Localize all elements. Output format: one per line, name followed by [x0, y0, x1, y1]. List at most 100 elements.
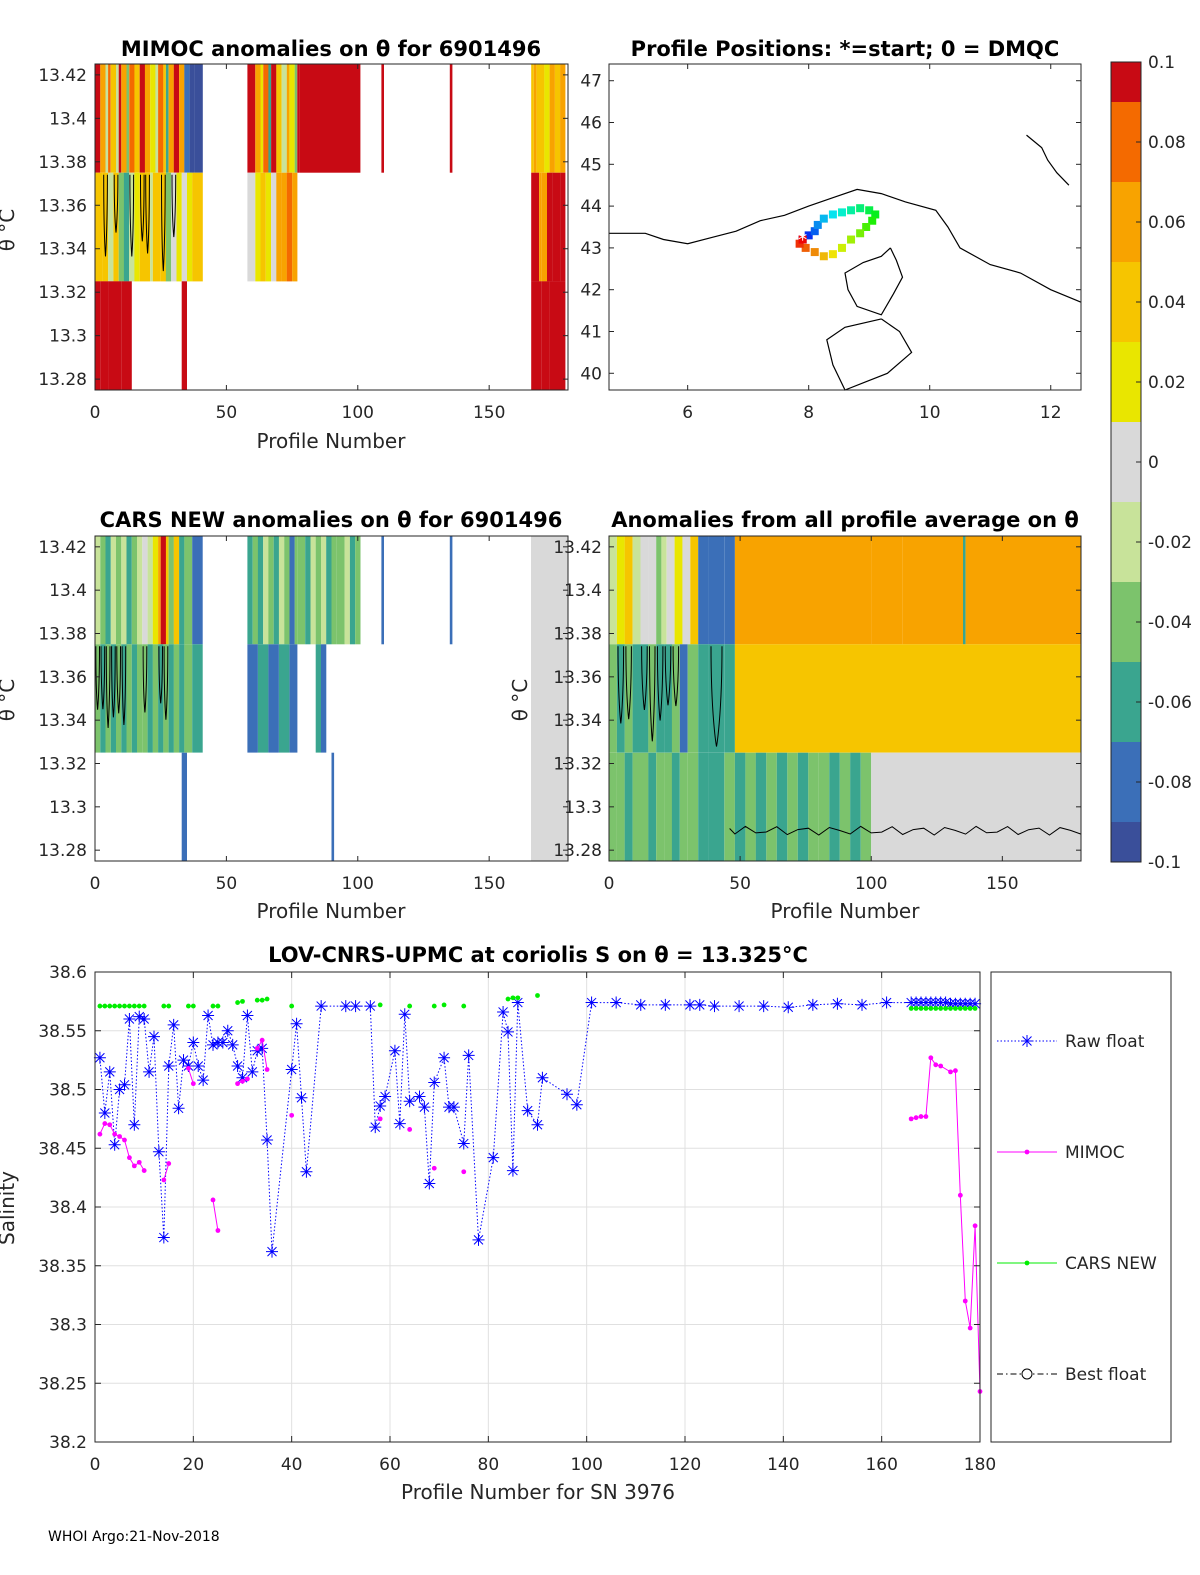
- contour-line: [129, 174, 135, 257]
- heatmap-cell: [257, 536, 264, 645]
- heatmap-cell: [829, 752, 840, 861]
- heatmap-cell: [142, 536, 148, 645]
- footer-credit: WHOI Argo:21-Nov-2018: [48, 1529, 220, 1545]
- heatmap-cell: [116, 281, 122, 390]
- profile-position-marker: [828, 210, 837, 219]
- y-tick-label: 38.45: [38, 1139, 87, 1159]
- cars-new-point: [235, 1000, 240, 1005]
- gray-strip: [531, 536, 568, 861]
- heatmap-cell: [263, 536, 269, 645]
- raw-float-point: [187, 1036, 200, 1049]
- contour-line: [116, 646, 121, 714]
- heatmap-cell: [116, 536, 122, 645]
- raw-float-point: [374, 1099, 387, 1112]
- raw-float-point: [423, 1177, 436, 1190]
- heatmap-cell: [147, 536, 153, 645]
- raw-float-point: [447, 1101, 460, 1114]
- profile-position-marker: [819, 252, 828, 261]
- colorbar-segment: [1111, 662, 1141, 703]
- heatmap-cell: [648, 536, 657, 645]
- heatmap-cell: [609, 644, 617, 753]
- contour-line: [729, 825, 1082, 836]
- raw-float-point: [349, 1000, 362, 1013]
- mimoc-point: [127, 1155, 132, 1161]
- heatmap-cell: [192, 644, 203, 753]
- cars-new-point: [505, 996, 511, 1002]
- raw-float-point: [393, 1117, 406, 1130]
- heatmap-cell: [682, 536, 691, 645]
- heatmap-cell: [257, 644, 269, 753]
- heatmap-cell: [102, 172, 109, 282]
- mimoc-point: [215, 1228, 221, 1233]
- y-tick-label: 13.4: [49, 581, 87, 601]
- raw-float-point: [659, 998, 672, 1011]
- heatmap-cell: [108, 281, 116, 390]
- heatmap-cell: [181, 172, 187, 282]
- heatmap-cell: [321, 644, 327, 753]
- heatmap-cell: [144, 172, 151, 282]
- raw-float-point: [123, 1013, 136, 1025]
- contour-line: [672, 646, 680, 707]
- heatmap-cell: [871, 752, 1081, 861]
- contour-line: [121, 646, 127, 726]
- colorbar-segment: [1111, 822, 1141, 863]
- cars-new-point: [972, 1006, 978, 1011]
- heatmap-cell: [126, 281, 132, 390]
- heatmap-cell: [184, 644, 193, 753]
- mimoc-point: [235, 1081, 240, 1087]
- x-tick-label: 50: [729, 874, 751, 894]
- heatmap-cell: [265, 172, 272, 282]
- average-y-axis-label: θ °C: [508, 679, 532, 722]
- y-tick-label: 38.4: [49, 1198, 87, 1218]
- raw-float-point: [511, 996, 524, 1009]
- mimoc-point: [210, 1197, 216, 1203]
- heatmap-cell: [640, 752, 649, 861]
- heatmap-cell: [194, 64, 203, 173]
- average-panel-title: Anomalies from all profile average on θ: [611, 508, 1079, 532]
- mimoc-anomaly-panel: MIMOC anomalies on θ for 6901496 13.42 13…: [0, 37, 569, 453]
- heatmap-cell: [152, 644, 159, 753]
- raw-float-point: [172, 1102, 185, 1115]
- heatmap-cell: [671, 752, 680, 861]
- axes-box: [94, 535, 569, 862]
- mimoc-y-axis-label: θ °C: [0, 209, 19, 252]
- raw-float-point: [339, 1000, 352, 1013]
- profile-position-marker: [871, 210, 880, 219]
- heatmap-cell: [268, 64, 271, 173]
- heatmap-cell: [184, 64, 190, 173]
- heatmap-cell: [276, 64, 282, 173]
- heatmap-cell: [168, 644, 174, 753]
- heatmap-cell: [192, 172, 198, 282]
- heatmap-cell: [289, 644, 298, 753]
- heatmap-cell: [531, 281, 542, 390]
- colorbar-segment: [1111, 342, 1141, 383]
- mimoc-line: [212, 1199, 219, 1231]
- heatmap-cell: [134, 64, 140, 173]
- heatmap-cell: [179, 536, 185, 645]
- mimoc-point: [377, 1116, 383, 1122]
- heatmap-cell: [297, 536, 306, 645]
- cars-new-point: [210, 1003, 216, 1009]
- raw-float-point: [143, 1065, 156, 1078]
- heatmap-cell: [294, 536, 298, 645]
- mimoc-point: [407, 1127, 413, 1132]
- heatmap-cell: [273, 536, 279, 645]
- raw-float-point: [502, 1025, 514, 1038]
- legend-label: MIMOC: [1065, 1143, 1125, 1163]
- y-tick-label: 13.3: [49, 798, 87, 818]
- heatmap-cell: [381, 536, 384, 645]
- colorbar-tick-label: 0: [1148, 453, 1159, 473]
- axes-box: [94, 63, 569, 391]
- raw-float-point: [128, 1118, 141, 1131]
- heatmap-cell: [142, 644, 148, 753]
- heatmap-cell: [184, 536, 193, 645]
- y-tick-label: 13.34: [553, 711, 602, 731]
- colorbar-tick-label: -0.06: [1148, 693, 1192, 713]
- raw-float-point: [536, 1071, 549, 1084]
- x-tick-label: 100: [570, 1455, 602, 1475]
- x-tick-label: 60: [379, 1455, 401, 1475]
- cars-new-point: [967, 1006, 973, 1011]
- heatmap-cell: [121, 536, 127, 645]
- heatmap-cell: [160, 172, 166, 282]
- colorbar-segment: [1111, 142, 1141, 183]
